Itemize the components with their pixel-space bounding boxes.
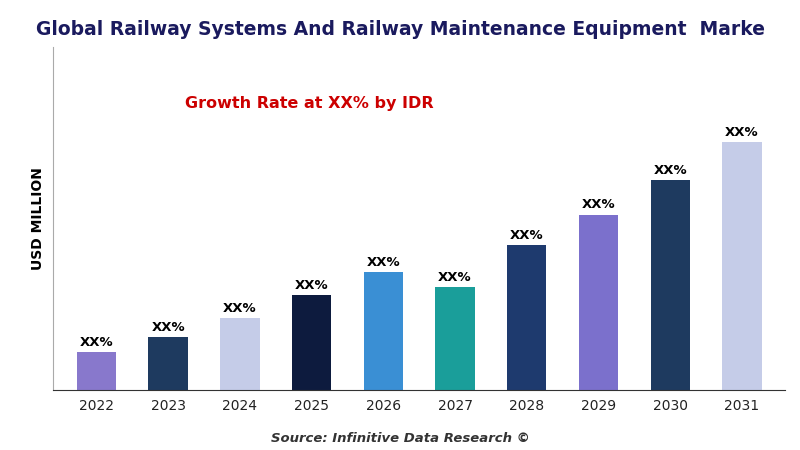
Text: Global Railway Systems And Railway Maintenance Equipment  Marke: Global Railway Systems And Railway Maint…	[35, 20, 765, 39]
Text: XX%: XX%	[725, 126, 758, 139]
Bar	[435, 287, 474, 390]
Bar	[220, 318, 259, 390]
Bar	[507, 245, 546, 390]
Text: XX%: XX%	[151, 321, 185, 333]
Bar	[722, 142, 762, 390]
Y-axis label: USD MILLION: USD MILLION	[31, 167, 45, 270]
Text: XX%: XX%	[438, 271, 472, 284]
Text: XX%: XX%	[654, 164, 687, 177]
Text: XX%: XX%	[223, 302, 257, 315]
Text: XX%: XX%	[366, 256, 400, 269]
Text: XX%: XX%	[79, 336, 113, 349]
Bar	[148, 337, 188, 390]
Bar	[650, 180, 690, 390]
Text: Source: Infinitive Data Research ©: Source: Infinitive Data Research ©	[270, 432, 530, 446]
Text: Growth Rate at XX% by IDR: Growth Rate at XX% by IDR	[185, 96, 434, 111]
Bar	[292, 295, 331, 390]
Bar	[363, 272, 403, 390]
Text: XX%: XX%	[294, 279, 328, 292]
Text: XX%: XX%	[582, 198, 615, 211]
Text: XX%: XX%	[510, 229, 543, 242]
Bar	[77, 352, 116, 390]
Bar	[578, 215, 618, 390]
